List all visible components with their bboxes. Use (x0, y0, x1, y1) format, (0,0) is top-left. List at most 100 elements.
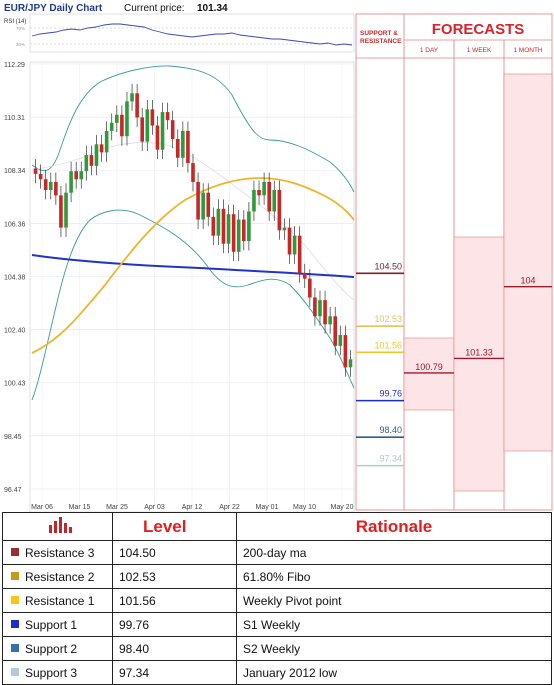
level-color-swatch (11, 572, 19, 581)
table-row: Resistance 1 101.56 Weekly Pivot point (2, 588, 552, 613)
candle-body (201, 192, 205, 220)
level-name-cell: Support 3 (2, 660, 113, 685)
col-1month: 1 MONTH (513, 47, 543, 54)
candle-body (302, 273, 307, 279)
candle-body (282, 227, 287, 231)
candle-body (170, 120, 175, 139)
y-tick-label: 104.38 (4, 275, 26, 282)
candle-body (221, 208, 226, 244)
candle-body (257, 189, 261, 196)
y-axis: 112.29 110.31 108.34 106.36 104.38 102.40 100.… (4, 62, 26, 494)
level-rationale: January 2012 low (236, 660, 552, 685)
candle-body (175, 138, 180, 158)
level-name-cell: Resistance 2 (2, 564, 113, 589)
candle-body (231, 214, 236, 252)
level-rationale: S1 Weekly (236, 612, 552, 637)
candle-body (165, 112, 170, 121)
range-1month (503, 73, 553, 452)
candle-body (206, 192, 211, 217)
x-tick-label: Mar 15 (69, 504, 91, 511)
table-row: Resistance 3 104.50 200-day ma (2, 540, 552, 565)
y-tick-label: 100.43 (4, 381, 26, 388)
x-tick-label: May 01 (256, 504, 279, 511)
table-header: Level Rationale (2, 512, 552, 541)
range-1day (403, 337, 455, 411)
rationale-header: Rationale (236, 512, 552, 541)
candlestick-series (33, 83, 353, 377)
level-rationale: Weekly Pivot point (236, 588, 552, 613)
x-tick-label: Apr 22 (219, 504, 240, 511)
level-color-swatch (11, 644, 19, 653)
y-tick-label: 106.36 (4, 221, 26, 228)
candle-body (59, 195, 63, 228)
forecast-value: 100.79 (415, 362, 443, 372)
price-label: Current price: (124, 3, 185, 14)
candle-body (181, 130, 185, 158)
candle-body (241, 219, 246, 242)
candle-body (277, 189, 282, 231)
candle-body (211, 216, 216, 236)
level-rationale: 61.80% Fibo (236, 564, 552, 589)
level-header: Level (112, 512, 237, 541)
candle-body (262, 181, 266, 196)
y-tick-label: 102.40 (4, 328, 26, 335)
sr-label: 102.53 (374, 314, 402, 324)
candle-body (64, 192, 68, 228)
candle-body (247, 211, 251, 242)
x-tick-label: Apr 12 (182, 504, 203, 511)
rsi-pane (29, 13, 355, 53)
levels-table: Level Rationale Resistance 3 104.50 200-da… (2, 512, 552, 685)
candle-body (196, 181, 200, 220)
x-tick-label: Apr 03 (144, 504, 165, 511)
rsi-label: RSI (14) (4, 19, 26, 25)
candle-body (236, 219, 241, 252)
table-row: Support 3 97.34 January 2012 low (2, 660, 552, 685)
candle-body (308, 278, 312, 298)
sr-label: 97.34 (379, 454, 402, 464)
candle-body (216, 208, 221, 236)
x-tick-label: May 20 (331, 504, 354, 511)
bollinger-lower (31, 209, 355, 401)
candle-body (318, 300, 322, 317)
candle-body (84, 155, 89, 172)
candle-body (252, 189, 256, 212)
x-tick-label: May 10 (293, 504, 316, 511)
candle-body (89, 155, 94, 166)
candle-body (297, 235, 302, 274)
level-name: Support 3 (25, 665, 78, 680)
rsi-line (31, 23, 353, 46)
forecast-value: 101.33 (465, 347, 493, 357)
table-row: Support 1 99.76 S1 Weekly (2, 612, 552, 637)
forecasts-title: FORECASTS (432, 21, 525, 38)
candle-body (104, 130, 109, 153)
candle-body (191, 163, 195, 182)
sr-label: 101.56 (374, 340, 402, 350)
x-axis: Mar 06 Mar 15 Mar 25 Apr 03 Apr 12 Apr 22 May … (31, 504, 353, 511)
rsi-level-high: 70% (16, 26, 25, 31)
y-tick-label: 96.47 (4, 487, 22, 494)
chart-title: EUR/JPY Daily Chart (4, 3, 103, 14)
candle-body (130, 93, 134, 102)
rsi-level-low: 30% (16, 42, 25, 47)
sr-levels: 104.50 102.53 101.56 99.76 98.40 97.34 (356, 261, 404, 467)
grid (30, 62, 354, 505)
level-value: 99.76 (112, 612, 237, 637)
sr-label: 98.40 (379, 425, 402, 435)
price-value: 101.34 (197, 3, 228, 14)
y-tick-label: 98.45 (4, 434, 22, 441)
candle-body (323, 300, 327, 325)
candle-body (48, 181, 53, 190)
candle-body (99, 144, 104, 153)
y-tick-label: 108.34 (4, 168, 26, 175)
level-value: 98.40 (112, 636, 237, 661)
level-color-swatch (11, 548, 19, 557)
candle-body (338, 335, 343, 346)
candle-body (160, 112, 165, 150)
level-rationale: S2 Weekly (236, 636, 552, 661)
candle-body (125, 101, 129, 137)
level-value: 102.53 (112, 564, 237, 589)
x-tick-label: Mar 06 (31, 504, 53, 511)
level-value: 97.34 (112, 660, 237, 685)
candle-body (43, 179, 48, 190)
level-value: 104.50 (112, 540, 237, 565)
